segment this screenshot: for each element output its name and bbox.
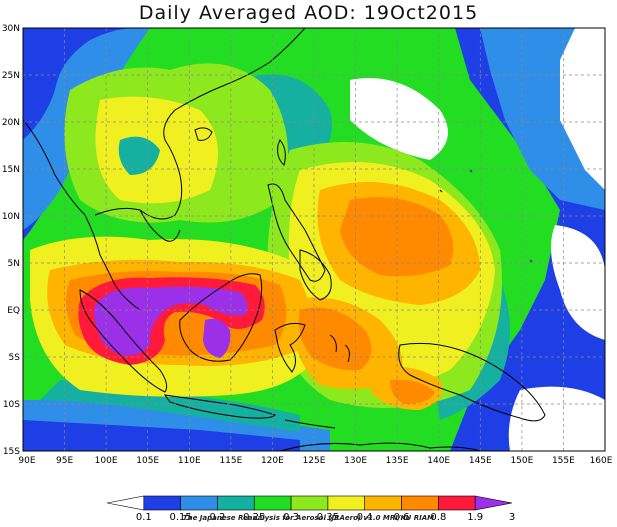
lon-tick: 125E — [303, 456, 326, 466]
lat-tick: 10N — [2, 212, 20, 222]
colorbar-label: 0.1 — [136, 512, 152, 523]
lon-tick: 150E — [510, 456, 533, 466]
aod-field — [23, 28, 605, 451]
lat-tick: EQ — [7, 306, 20, 316]
coastlines — [23, 28, 546, 451]
map-frame — [22, 27, 606, 452]
lon-tick: 115E — [219, 456, 242, 466]
lon-tick: 105E — [136, 456, 159, 466]
lon-tick: 160E — [590, 456, 613, 466]
colorbar-segment — [474, 495, 513, 511]
lon-tick: 155E — [552, 456, 575, 466]
colorbar-segment — [106, 495, 145, 511]
colorbar-segment — [217, 495, 255, 511]
lat-tick: 30N — [2, 24, 20, 34]
colorbar-segment — [253, 495, 292, 511]
lon-tick: 95E — [56, 456, 73, 466]
lon-tick: 145E — [469, 456, 492, 466]
colorbar-label: 0.3 — [283, 512, 299, 523]
lat-tick: 15S — [3, 447, 20, 457]
colorbar-segment — [327, 495, 366, 511]
lat-tick: 15N — [2, 165, 20, 175]
credit-text: The Japanese Reanalysis for Aerosol (JRA… — [182, 514, 435, 522]
lon-tick: 90E — [18, 456, 35, 466]
colorbar-segment — [143, 495, 181, 511]
colorbar-label: 3 — [509, 512, 515, 523]
colorbar-segment — [290, 495, 329, 511]
map-title: Daily Averaged AOD: 19Oct2015 — [138, 2, 479, 24]
colorbar-label: 0.35 — [317, 512, 339, 523]
lat-tick: 25N — [2, 71, 20, 81]
lat-tick: 5S — [9, 353, 21, 363]
colorbar: 0.1 0.15 0.2 0.25 0.3 0.35 0.4 0.6 0.8 1.9 3 — [106, 495, 515, 523]
lon-tick: 110E — [178, 456, 201, 466]
colorbar-segment — [364, 495, 402, 511]
lat-tick: 10S — [3, 400, 20, 410]
lon-tick: 140E — [427, 456, 450, 466]
colorbar-label: 0.25 — [243, 512, 265, 523]
lon-tick: 120E — [261, 456, 284, 466]
lon-tick: 135E — [386, 456, 409, 466]
colorbar-label: 1.9 — [467, 512, 483, 523]
colorbar-segment — [401, 495, 439, 511]
colorbar-label: 0.6 — [394, 512, 410, 523]
colorbar-segment — [180, 495, 218, 511]
colorbar-segment — [438, 495, 476, 511]
lat-tick: 5N — [8, 259, 20, 269]
colorbar-label: 0.15 — [170, 512, 192, 523]
lon-tick: 100E — [95, 456, 118, 466]
colorbar-label: 0.8 — [430, 512, 446, 523]
lon-tick: 130E — [344, 456, 367, 466]
colorbar-label: 0.4 — [357, 512, 373, 523]
colorbar-label: 0.2 — [210, 512, 226, 523]
gridlines — [23, 28, 605, 451]
lat-tick: 20N — [2, 118, 20, 128]
